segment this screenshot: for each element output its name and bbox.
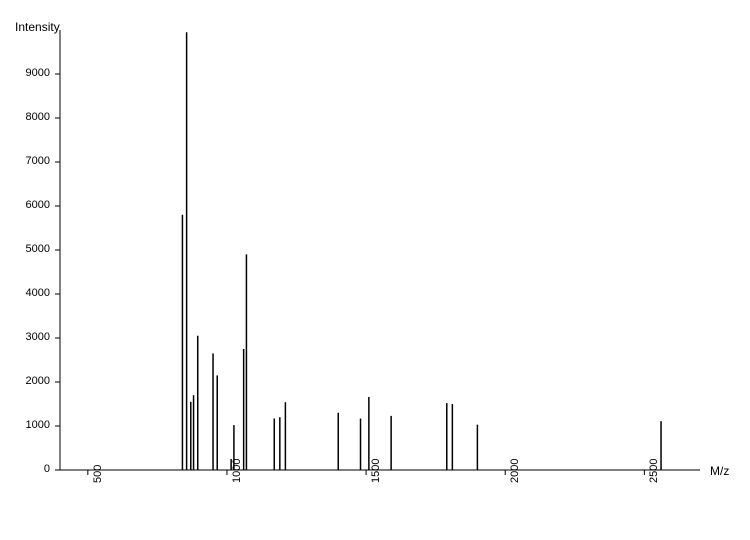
y-tick-label: 0 xyxy=(10,463,50,475)
y-tick-label: 6000 xyxy=(10,199,50,211)
y-tick-label: 9000 xyxy=(10,67,50,79)
x-tick-label: 2500 xyxy=(648,459,660,483)
mass-spectrum-chart: Intensity M/z 01000200030004000500060007… xyxy=(0,0,750,540)
y-tick-label: 4000 xyxy=(10,287,50,299)
y-tick-label: 7000 xyxy=(10,155,50,167)
x-tick-label: 500 xyxy=(92,465,104,483)
x-tick-label: 1500 xyxy=(370,459,382,483)
y-tick-label: 8000 xyxy=(10,111,50,123)
y-tick-label: 2000 xyxy=(10,375,50,387)
y-tick-label: 1000 xyxy=(10,419,50,431)
y-tick-label: 5000 xyxy=(10,243,50,255)
x-tick-label: 2000 xyxy=(509,459,521,483)
x-tick-label: 1000 xyxy=(231,459,243,483)
y-tick-label: 3000 xyxy=(10,331,50,343)
